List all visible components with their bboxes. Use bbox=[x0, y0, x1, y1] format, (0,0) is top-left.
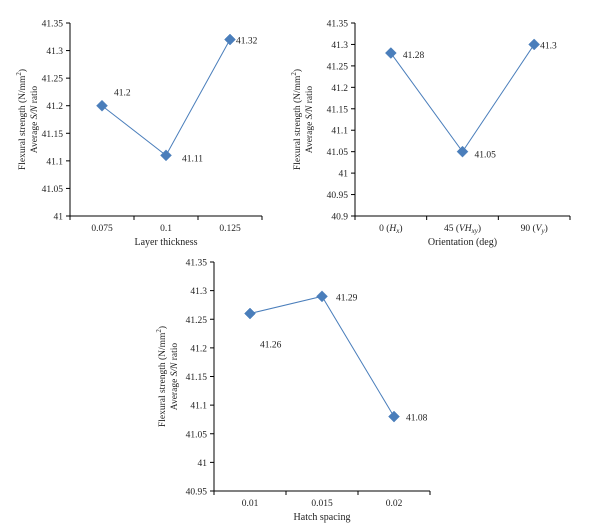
data-point-marker bbox=[384, 47, 397, 59]
x-axis-title: Layer thickness bbox=[134, 237, 197, 248]
y-tick-label: 41.1 bbox=[190, 402, 207, 412]
y-axis-title-line2: Average S/N ratio bbox=[30, 86, 40, 154]
y-tick-label: 41.1 bbox=[46, 157, 63, 167]
y-tick-label: 41.05 bbox=[42, 185, 64, 195]
y-tick-label: 41.3 bbox=[190, 287, 207, 297]
data-point-marker bbox=[160, 149, 172, 162]
chart-hatch-spacing: 40.95 41 41.05 41.1 41.15 41.2 41.25 41.3 41.35 0… bbox=[155, 259, 431, 523]
data-point-marker bbox=[244, 307, 256, 320]
data-label: 41.08 bbox=[406, 414, 428, 424]
data-point-marker bbox=[96, 99, 108, 112]
y-tick-label: 41.3 bbox=[331, 41, 348, 51]
y-tick-label: 41.05 bbox=[327, 148, 349, 158]
x-tick-label: 45 (VHxy) bbox=[444, 223, 481, 235]
x-tick-label: 0.075 bbox=[91, 224, 113, 234]
data-label: 41.26 bbox=[260, 341, 282, 351]
y-tick-label: 41.25 bbox=[42, 75, 64, 85]
x-axis-title: Hatch spacing bbox=[294, 512, 351, 523]
data-point-marker bbox=[456, 145, 469, 158]
y-tick-label: 41.1 bbox=[331, 127, 348, 137]
y-tick-label: 41 bbox=[198, 459, 208, 469]
x-tick-label: 0.01 bbox=[242, 499, 259, 509]
x-tick-label: 0.125 bbox=[219, 224, 241, 234]
x-tick-label: 0.015 bbox=[311, 499, 333, 509]
data-point-marker bbox=[316, 290, 328, 303]
series-line bbox=[249, 295, 395, 417]
x-tick-label: 0.02 bbox=[386, 499, 403, 509]
data-point-marker bbox=[224, 33, 236, 46]
chart-orientation: 40.9 40.95 41 41.05 41.1 41.15 41.2 41.25 41.3 41… bbox=[290, 20, 571, 248]
data-label: 41.32 bbox=[236, 37, 258, 47]
data-label: 41.29 bbox=[336, 293, 358, 303]
y-axis-title-line2: Average S/N ratio bbox=[170, 343, 180, 411]
y-tick-label: 41.15 bbox=[186, 373, 208, 383]
data-label: 41.28 bbox=[403, 51, 425, 61]
y-axis-title: Flexural strength (N/mm2)Average S/N rat… bbox=[15, 69, 40, 170]
x-tick-label: 0 (Hx) bbox=[379, 223, 402, 235]
y-tick-label: 41.25 bbox=[186, 316, 208, 326]
data-point-marker bbox=[388, 410, 400, 423]
data-label: 41.3 bbox=[540, 41, 557, 51]
y-axis-title-line1: Flexural strength (N/mm2) bbox=[15, 69, 28, 170]
y-tick-label: 41 bbox=[54, 213, 64, 223]
y-tick-label: 41.15 bbox=[327, 105, 349, 115]
y-tick-label: 41.25 bbox=[327, 62, 349, 72]
y-tick-label: 41.15 bbox=[42, 130, 64, 140]
y-tick-label: 41.2 bbox=[331, 84, 348, 94]
y-axis-title: Flexural strength (N/mm2)Average S/N rat… bbox=[155, 326, 180, 427]
data-point-marker bbox=[528, 38, 541, 51]
y-axis-title-line2: Average S/N ratio bbox=[305, 86, 315, 154]
y-tick-label: 41.2 bbox=[190, 344, 207, 354]
x-axis-title: Orientation (deg) bbox=[428, 237, 497, 248]
y-axis-title-line1: Flexural strength (N/mm2) bbox=[155, 326, 168, 427]
y-tick-label: 41.3 bbox=[46, 47, 63, 57]
y-tick-label: 41.35 bbox=[327, 20, 349, 30]
y-tick-label: 40.95 bbox=[327, 191, 349, 201]
y-tick-label: 41 bbox=[339, 170, 349, 180]
data-label: 41.11 bbox=[182, 154, 203, 164]
x-tick-label: 90 (Vy) bbox=[521, 223, 548, 235]
y-tick-label: 41.35 bbox=[42, 20, 64, 30]
data-label: 41.05 bbox=[475, 151, 497, 161]
chart-layer-thickness: 41 41.05 41.1 41.15 41.2 41.25 41.3 41.35 0.075 0… bbox=[15, 20, 263, 248]
y-tick-label: 40.95 bbox=[186, 488, 208, 498]
x-tick-label: 0.1 bbox=[160, 224, 172, 234]
y-axis-title-line1: Flexural strength (N/mm2) bbox=[290, 69, 303, 170]
y-tick-label: 41.2 bbox=[46, 102, 63, 112]
y-tick-label: 40.9 bbox=[331, 213, 348, 223]
data-label: 41.2 bbox=[114, 89, 131, 99]
y-tick-label: 41.05 bbox=[186, 430, 208, 440]
y-axis-title: Flexural strength (N/mm2)Average S/N rat… bbox=[290, 69, 315, 170]
y-tick-label: 41.35 bbox=[186, 259, 208, 269]
